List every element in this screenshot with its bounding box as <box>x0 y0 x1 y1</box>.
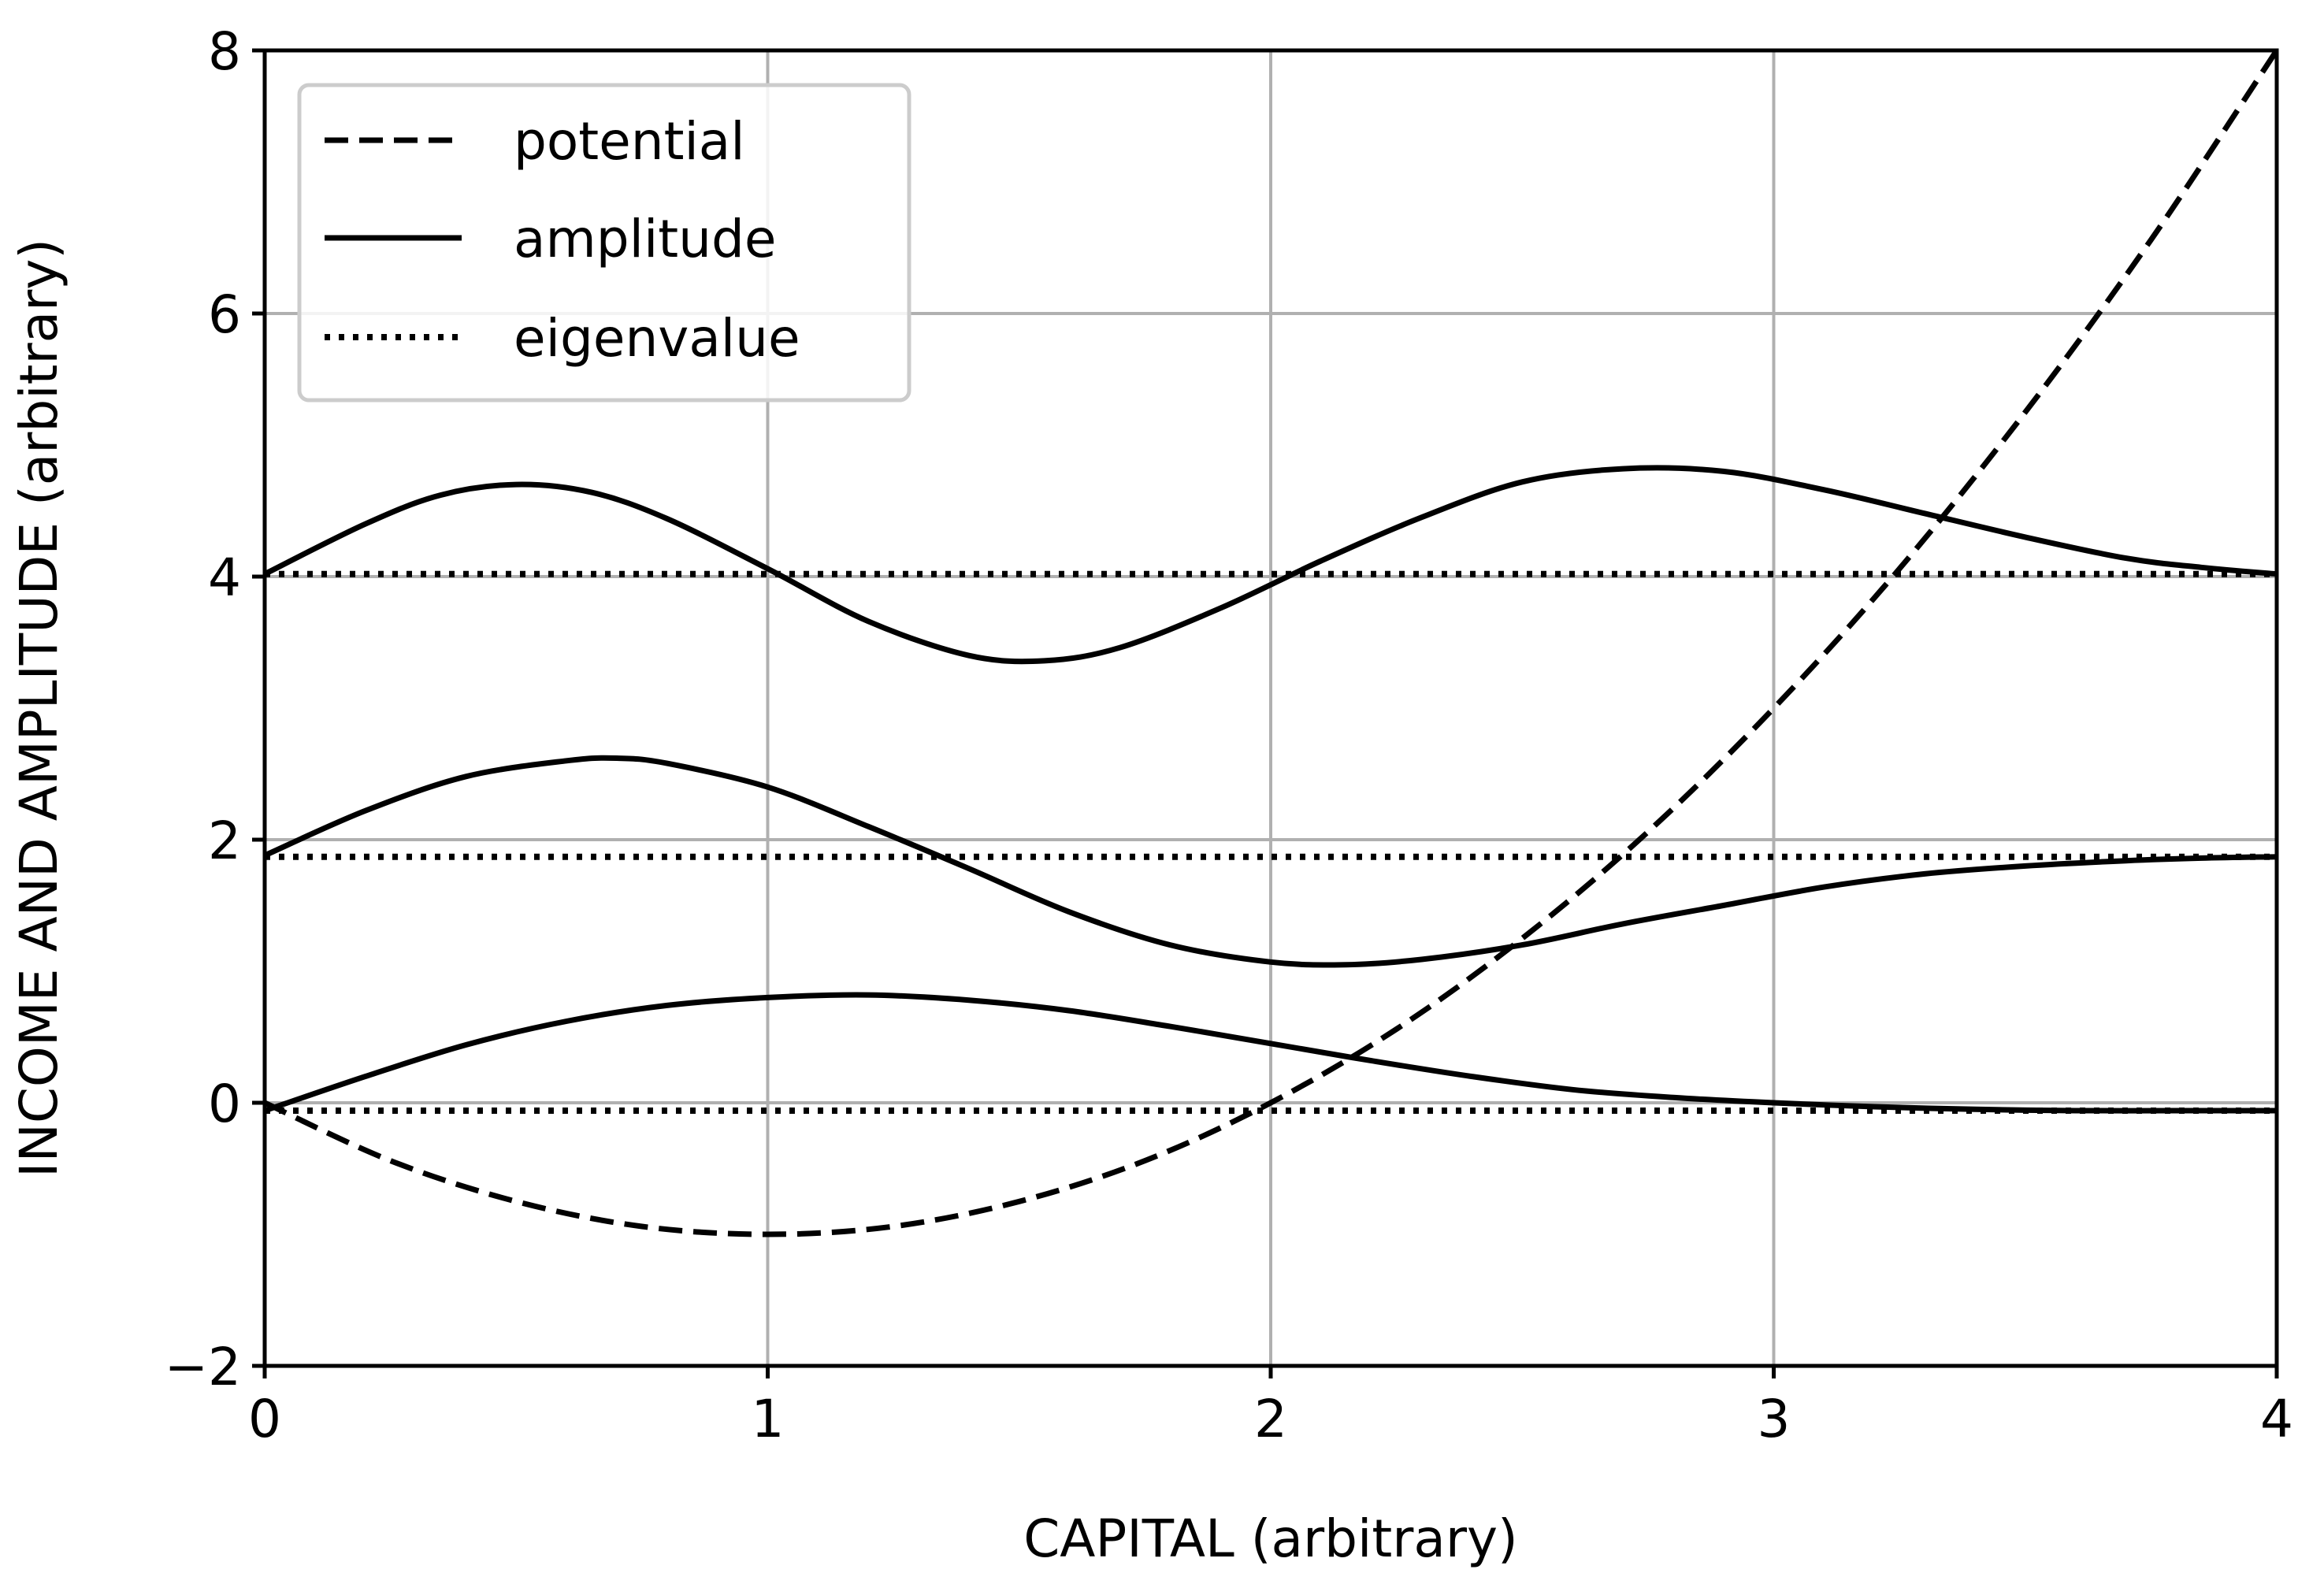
x-tick-label-4: 4 <box>2260 1389 2293 1449</box>
y-axis-label: INCOME AND AMPLITUDE (arbitrary) <box>9 239 69 1178</box>
legend-box <box>297 83 911 403</box>
y-tick-label-1: 0 <box>208 1074 241 1134</box>
legend: potential amplitude eigenvalue <box>297 83 911 403</box>
x-tick-label-0: 0 <box>248 1389 281 1449</box>
series-line-amplitude-1 <box>263 992 2277 1114</box>
x-tick-label-2: 2 <box>1254 1389 1287 1449</box>
series-line-potential-0 <box>263 49 2279 1237</box>
x-tick-label-1: 1 <box>752 1389 785 1449</box>
legend-label-potential: potential <box>514 111 745 172</box>
x-tick-label-3: 3 <box>1758 1389 1791 1449</box>
legend-label-eigenvalue: eigenvalue <box>514 308 800 369</box>
y-tick-label-0: −2 <box>165 1337 241 1397</box>
x-axis-label: CAPITAL (arbitrary) <box>1023 1508 1518 1569</box>
y-tick-label-5: 8 <box>208 21 241 82</box>
series-line-amplitude-2 <box>263 755 2278 968</box>
legend-label-amplitude: amplitude <box>514 209 777 269</box>
y-tick-label-3: 4 <box>208 547 241 608</box>
series-line-amplitude-3 <box>263 465 2278 665</box>
y-tick-label-2: 2 <box>208 811 241 871</box>
y-tick-label-4: 6 <box>208 284 241 345</box>
series-group <box>263 49 2279 1237</box>
ticks <box>252 48 2279 1378</box>
